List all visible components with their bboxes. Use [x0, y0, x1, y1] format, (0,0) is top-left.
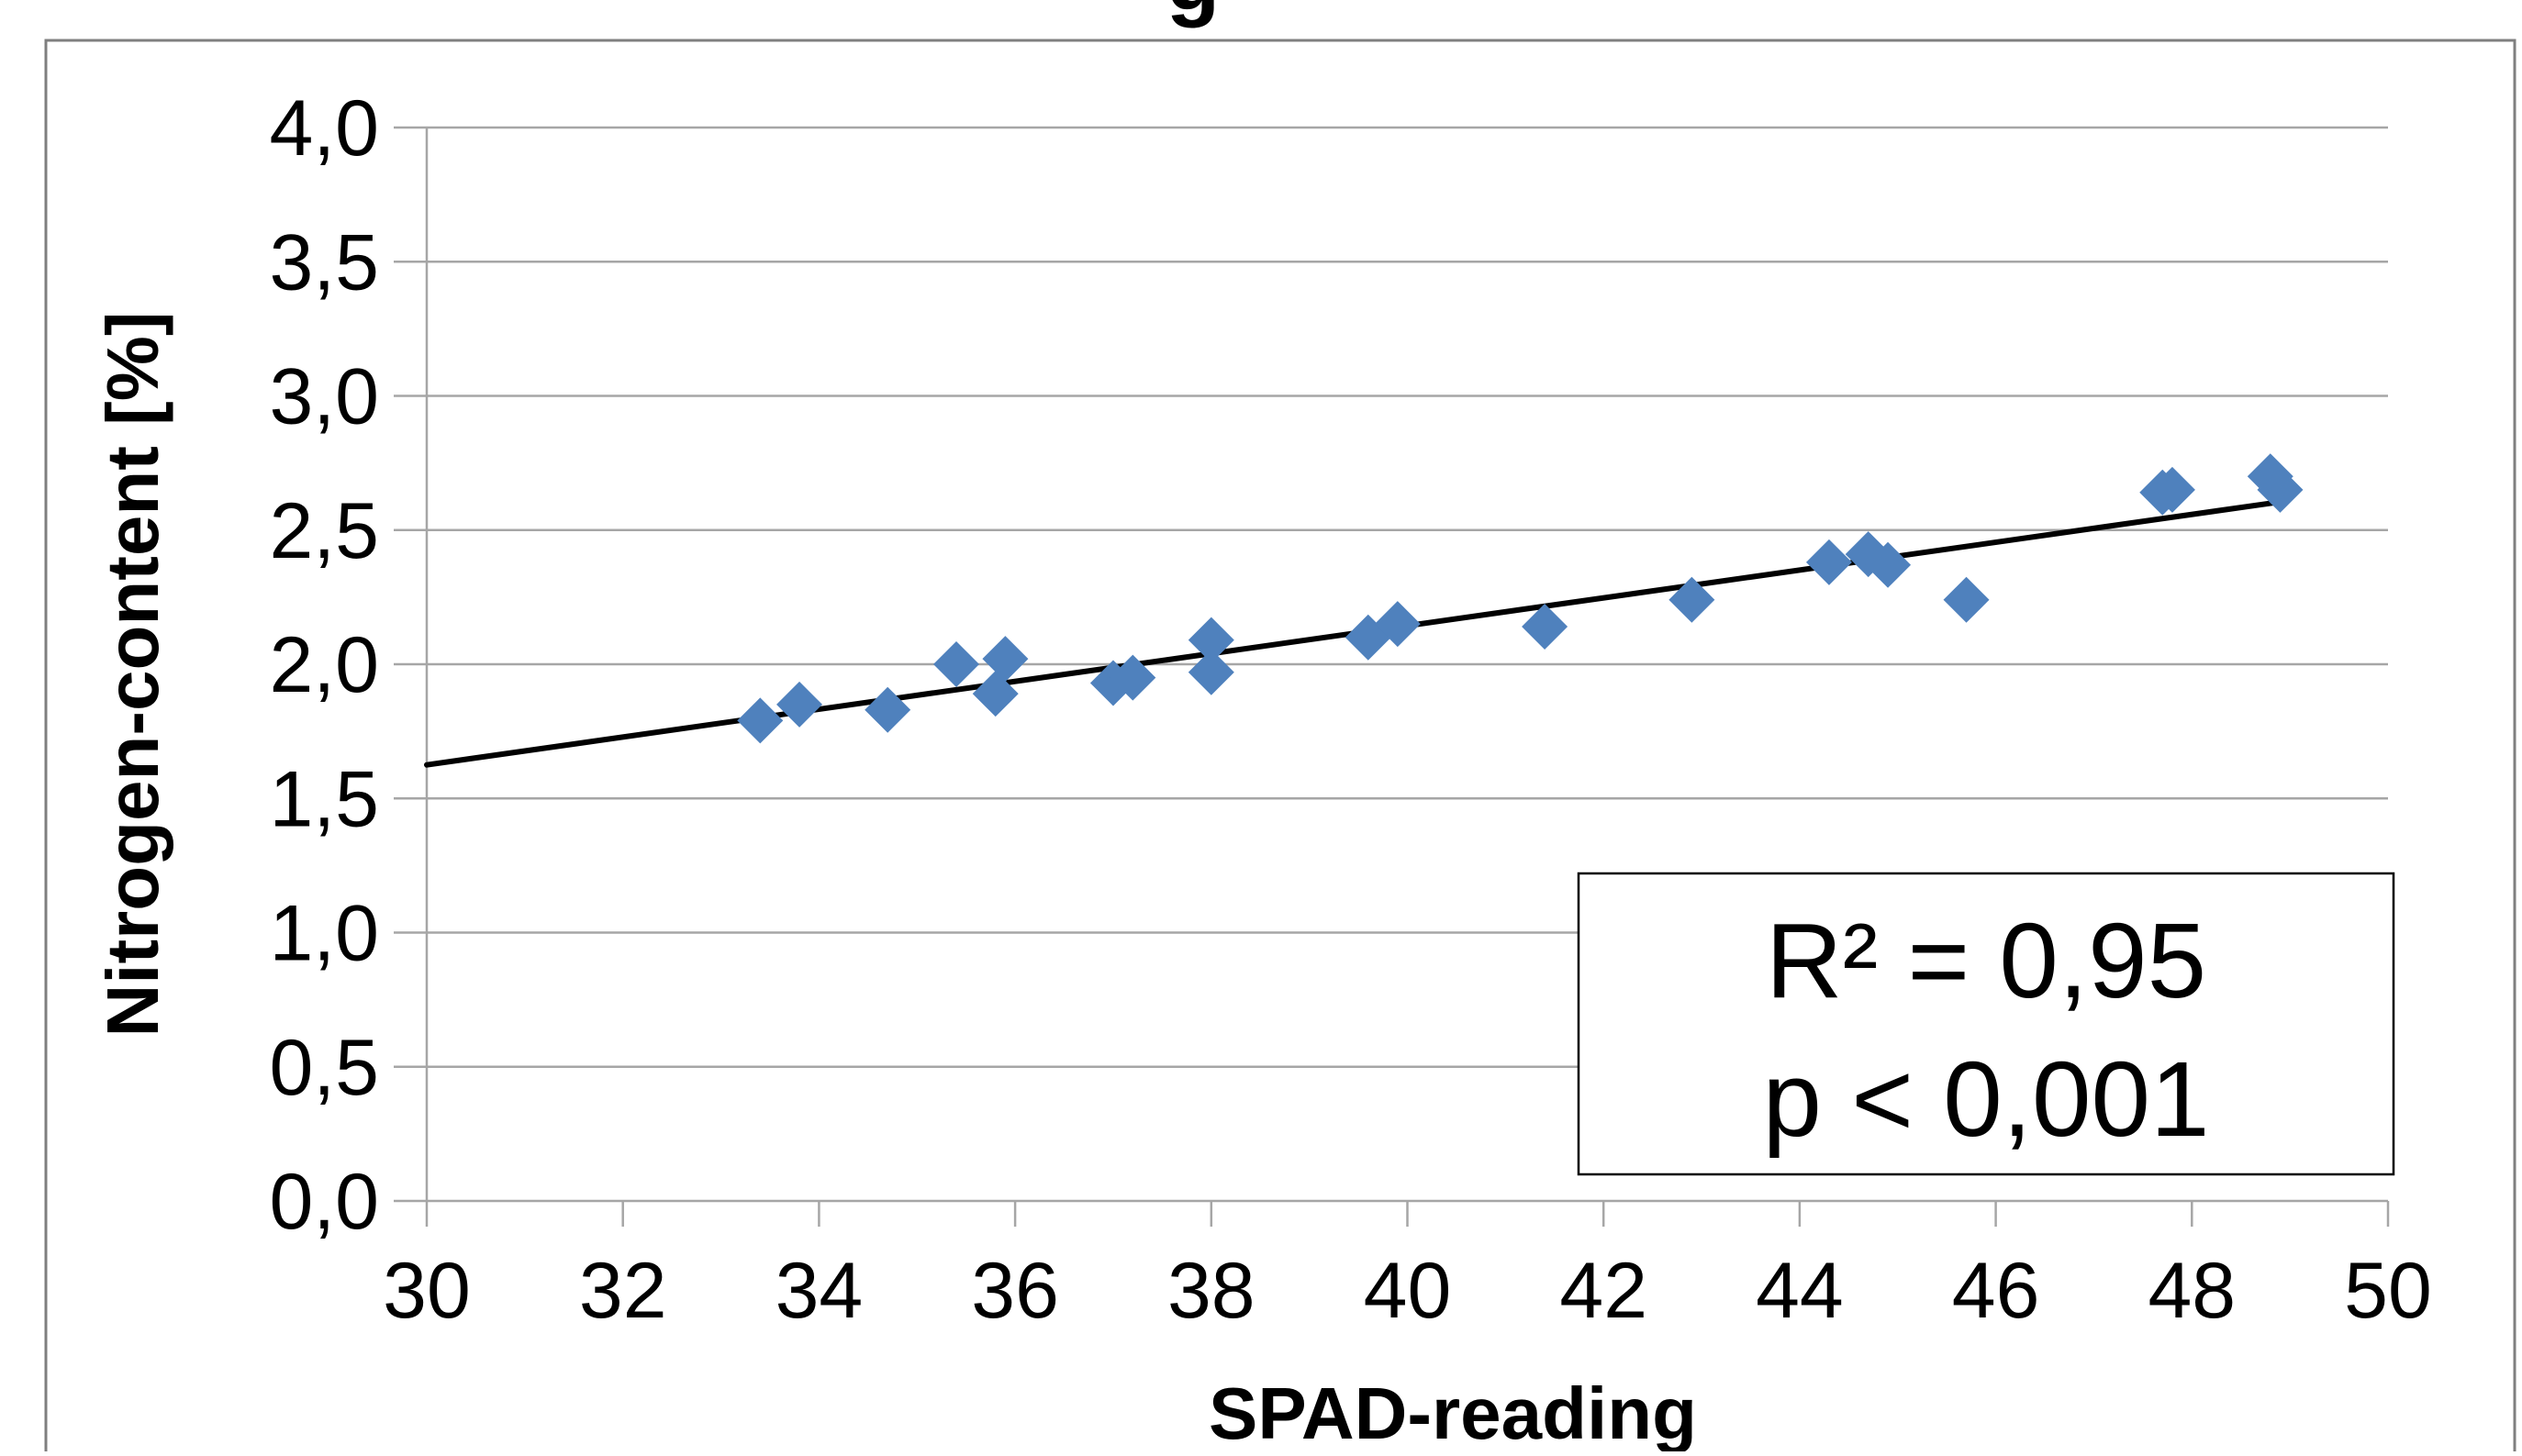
r-squared-text: R² = 0,95: [1766, 901, 2206, 1020]
x-tick-label: 42: [1559, 1247, 1647, 1335]
x-tick-label: 44: [1756, 1247, 1844, 1335]
data-point: [776, 681, 823, 728]
axes: [394, 126, 2390, 1227]
data-point: [1188, 617, 1234, 663]
data-point: [1110, 654, 1156, 701]
x-tick-label: 50: [2344, 1247, 2432, 1335]
y-tick-label: 0,5: [269, 1024, 379, 1112]
x-tick-label: 48: [2148, 1247, 2236, 1335]
x-tick-labels: 30 32 34 36 38 40 42 44 46 48 50: [383, 1247, 2432, 1335]
data-point: [1845, 531, 1892, 578]
data-point: [1188, 649, 1234, 695]
y-tick-label: 2,5: [269, 487, 379, 575]
data-point: [1522, 604, 1568, 650]
y-tick-label: 4,0: [269, 84, 379, 172]
chart-border: [44, 39, 2516, 1456]
stats-annotation-box: R² = 0,95 p < 0,001: [1577, 872, 2395, 1176]
x-tick-label: 36: [971, 1247, 1059, 1335]
p-value-text: p < 0,001: [1763, 1039, 2210, 1159]
y-axis-title: Nitrogen-content [%]: [92, 311, 173, 1037]
data-point: [1668, 576, 1715, 623]
data-point: [1374, 601, 1421, 648]
x-axis-title: SPAD-reading: [1209, 1373, 1697, 1451]
stats-box-border: [1577, 872, 2395, 1176]
data-point: [1943, 576, 1990, 623]
y-tick-label: 0,0: [269, 1158, 379, 1246]
y-tick-labels: 0,0 0,5 1,0 1,5 2,0 2,5 3,0 3,5 4,0: [269, 84, 379, 1246]
x-tick-label: 46: [1952, 1247, 2040, 1335]
data-point: [865, 686, 911, 733]
data-point: [932, 641, 979, 687]
x-tick-label: 34: [776, 1247, 864, 1335]
data-point: [737, 697, 784, 744]
data-point: [1805, 539, 1852, 585]
data-points: [737, 453, 2304, 744]
gridlines: [427, 126, 2388, 1068]
x-tick-label: 38: [1167, 1247, 1255, 1335]
y-tick-label: 3,0: [269, 353, 379, 441]
y-tick-label: 3,5: [269, 218, 379, 306]
y-tick-label: 2,0: [269, 621, 379, 709]
data-point: [2257, 466, 2304, 513]
chart-title-fragment: g: [1166, 0, 1221, 28]
x-tick-label: 40: [1364, 1247, 1452, 1335]
y-tick-label: 1,0: [269, 890, 379, 978]
data-point: [2148, 466, 2195, 513]
data-point: [1865, 541, 1912, 588]
data-point: [982, 636, 1029, 683]
data-point: [972, 671, 1019, 717]
x-tick-label: 30: [383, 1247, 471, 1335]
x-tick-label: 32: [579, 1247, 667, 1335]
y-tick-label: 1,5: [269, 755, 379, 843]
